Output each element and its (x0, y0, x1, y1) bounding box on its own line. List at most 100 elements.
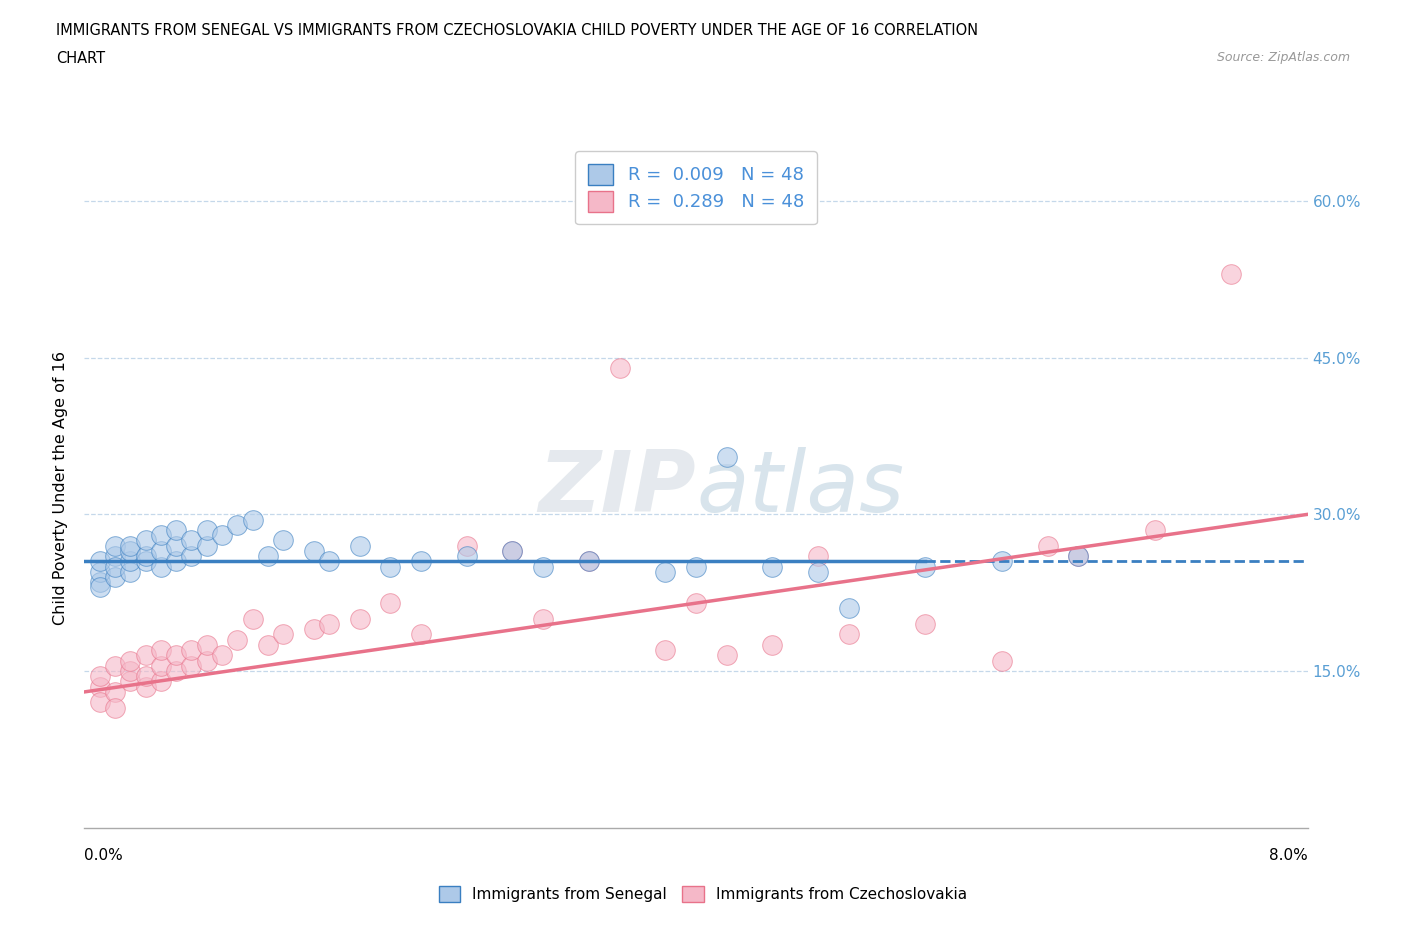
Point (609, 361, 631, 376)
Point (104, 538, 127, 553)
Point (578, 554, 600, 569)
Point (195, 637, 218, 652)
Point (211, 528, 233, 543)
Point (242, 611, 264, 626)
Point (456, 549, 478, 564)
Point (502, 543, 524, 558)
Point (807, 565, 830, 579)
Point (685, 596, 707, 611)
Point (135, 669, 157, 684)
Point (271, 533, 294, 548)
Point (242, 512, 264, 527)
Point (135, 554, 157, 569)
Y-axis label: Child Poverty Under the Age of 16: Child Poverty Under the Age of 16 (53, 352, 69, 625)
Point (104, 658, 127, 673)
Point (1067, 549, 1090, 564)
Text: Source: ZipAtlas.com: Source: ZipAtlas.com (1216, 51, 1350, 64)
Point (89, 554, 111, 569)
Point (991, 554, 1014, 569)
Point (165, 664, 187, 679)
Point (807, 549, 830, 564)
Point (380, 596, 402, 611)
Point (120, 565, 142, 579)
Point (120, 664, 142, 679)
Point (165, 523, 187, 538)
Point (149, 674, 172, 689)
Point (120, 543, 142, 558)
Point (89, 580, 111, 595)
Point (838, 627, 860, 642)
Point (195, 523, 218, 538)
Point (180, 658, 202, 673)
Point (165, 554, 187, 569)
Point (120, 538, 142, 553)
Point (104, 549, 127, 564)
Point (149, 559, 172, 574)
Point (578, 554, 600, 569)
Point (531, 559, 554, 574)
Point (761, 637, 783, 652)
Point (149, 528, 172, 543)
Point (838, 601, 860, 616)
Point (226, 632, 249, 647)
Point (914, 559, 936, 574)
Point (409, 554, 432, 569)
Point (165, 648, 187, 663)
Point (456, 538, 478, 553)
Point (409, 627, 432, 642)
Point (349, 611, 371, 626)
Point (1036, 538, 1059, 553)
Point (180, 533, 202, 548)
Point (89, 575, 111, 590)
Legend: R =  0.009   N = 48, R =  0.289   N = 48: R = 0.009 N = 48, R = 0.289 N = 48 (575, 151, 817, 224)
Point (135, 648, 157, 663)
Point (211, 648, 233, 663)
Point (120, 653, 142, 668)
Point (271, 627, 294, 642)
Point (531, 611, 554, 626)
Point (195, 538, 218, 553)
Point (135, 679, 157, 694)
Point (1220, 267, 1243, 282)
Point (89, 695, 111, 710)
Point (257, 637, 280, 652)
Point (991, 653, 1014, 668)
Point (349, 538, 371, 553)
Point (1067, 549, 1090, 564)
Point (104, 700, 127, 715)
Point (104, 559, 127, 574)
Point (654, 643, 676, 658)
Point (180, 549, 202, 564)
Point (685, 559, 707, 574)
Point (380, 559, 402, 574)
Text: IMMIGRANTS FROM SENEGAL VS IMMIGRANTS FROM CZECHOSLOVAKIA CHILD POVERTY UNDER TH: IMMIGRANTS FROM SENEGAL VS IMMIGRANTS FR… (56, 23, 979, 38)
Point (149, 658, 172, 673)
Text: atlas: atlas (696, 446, 904, 530)
Point (104, 569, 127, 584)
Point (120, 554, 142, 569)
Point (716, 648, 738, 663)
Point (165, 538, 187, 553)
Point (120, 674, 142, 689)
Point (1143, 523, 1166, 538)
Point (180, 643, 202, 658)
Point (195, 653, 218, 668)
Point (502, 543, 524, 558)
Point (135, 549, 157, 564)
Point (257, 549, 280, 564)
Text: CHART: CHART (56, 51, 105, 66)
Point (226, 517, 249, 532)
Point (149, 643, 172, 658)
Point (654, 565, 676, 579)
Point (302, 622, 325, 637)
Text: 8.0%: 8.0% (1268, 848, 1308, 863)
Text: 0.0%: 0.0% (84, 848, 124, 863)
Point (149, 543, 172, 558)
Point (104, 684, 127, 699)
Point (761, 559, 783, 574)
Text: ZIP: ZIP (538, 446, 696, 530)
Point (716, 449, 738, 464)
Point (135, 533, 157, 548)
Point (302, 543, 325, 558)
Point (89, 679, 111, 694)
